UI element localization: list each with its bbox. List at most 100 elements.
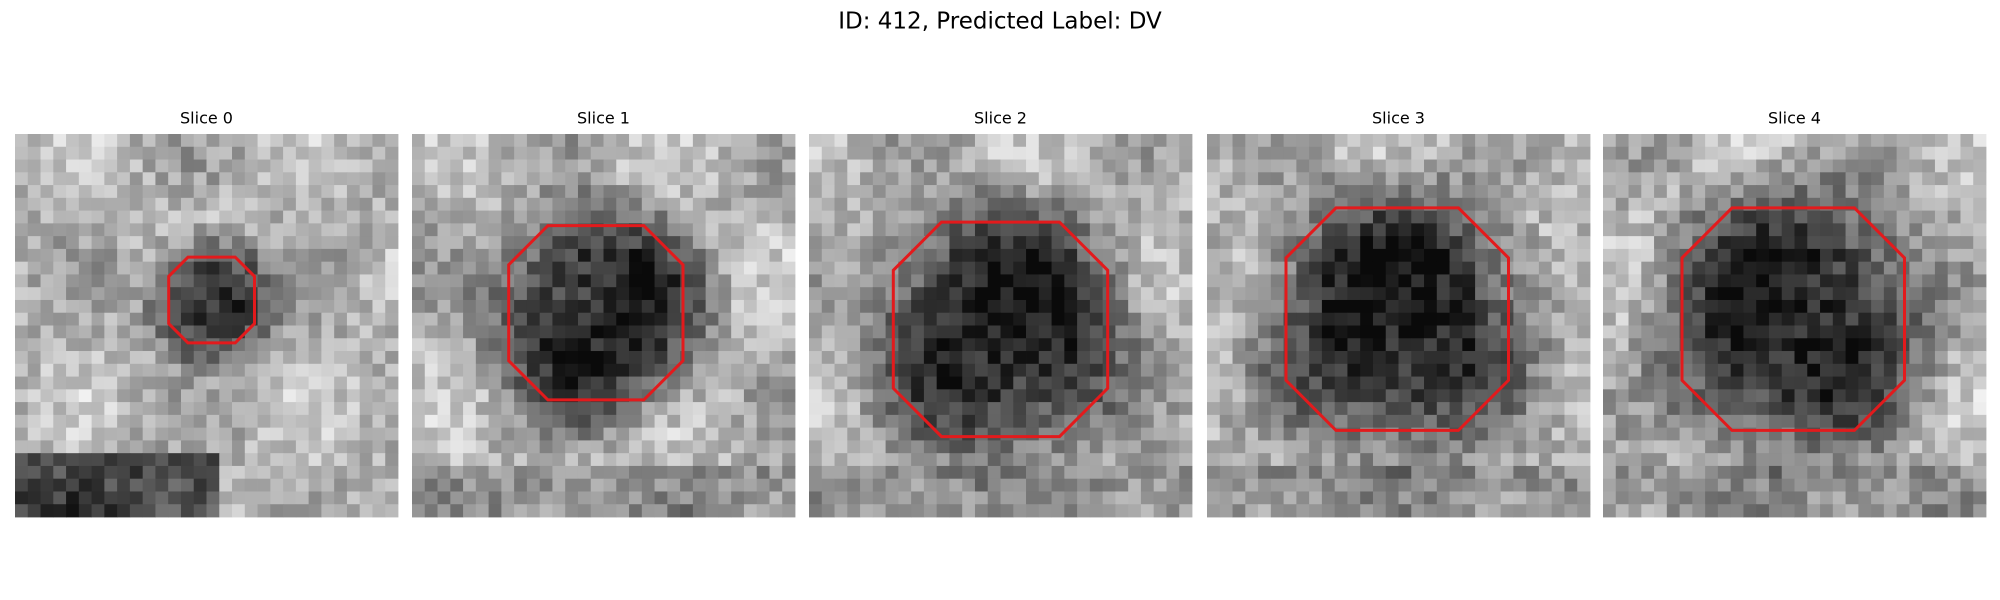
pixel — [898, 325, 912, 339]
pixel — [1871, 389, 1885, 403]
pixel — [987, 478, 1001, 492]
pixel — [1334, 402, 1348, 416]
pixel — [129, 363, 144, 377]
pixel — [244, 491, 258, 505]
pixel — [1360, 134, 1374, 148]
pixel — [1768, 453, 1783, 467]
pixel — [180, 210, 195, 224]
pixel — [1577, 146, 1591, 160]
pixel — [450, 338, 464, 352]
pixel — [1820, 376, 1834, 390]
pixel — [244, 504, 258, 518]
pixel — [911, 363, 925, 377]
pixel — [514, 197, 528, 211]
pixel — [117, 261, 131, 275]
pixel — [705, 172, 719, 186]
pixel — [705, 159, 719, 173]
pixel — [1934, 376, 1949, 390]
pixel — [1909, 440, 1923, 454]
pixel — [1934, 491, 1949, 505]
pixel — [821, 197, 835, 211]
pixel — [731, 248, 745, 263]
pixel — [667, 274, 681, 288]
pixel — [1641, 185, 1655, 199]
pixel — [1449, 210, 1463, 224]
pixel — [1347, 402, 1361, 416]
pixel — [667, 325, 681, 339]
pixel — [1309, 248, 1323, 263]
pixel — [1026, 389, 1040, 403]
pixel — [898, 427, 912, 441]
pixel — [743, 414, 758, 429]
pixel — [743, 453, 758, 467]
pixel — [295, 338, 310, 352]
pixel — [129, 236, 144, 250]
pixel — [232, 389, 246, 403]
pixel — [283, 210, 297, 224]
pixel — [1564, 223, 1578, 237]
pixel — [565, 210, 579, 224]
pixel — [78, 389, 92, 403]
pixel — [359, 299, 373, 314]
pixel — [1064, 312, 1078, 326]
pixel — [911, 402, 925, 416]
pixel — [1232, 210, 1246, 224]
pixel — [244, 376, 258, 390]
pixel — [1411, 465, 1425, 480]
pixel — [885, 185, 899, 199]
pixel — [1347, 478, 1361, 492]
pixel — [667, 427, 681, 441]
pixel — [40, 504, 54, 518]
pixel — [359, 414, 373, 429]
pixel — [346, 134, 361, 148]
pixel — [78, 146, 92, 160]
pixel — [821, 236, 835, 250]
pixel — [1270, 223, 1284, 237]
pixel — [359, 274, 373, 288]
pixel — [705, 287, 719, 301]
pixel — [232, 159, 246, 173]
pixel — [1102, 236, 1116, 250]
pixel — [359, 376, 373, 390]
pixel — [142, 236, 156, 250]
pixel — [936, 414, 950, 429]
pixel — [1538, 274, 1553, 288]
pixel — [1615, 440, 1629, 454]
pixel — [923, 338, 938, 352]
pixel — [923, 351, 938, 365]
pixel — [475, 325, 489, 339]
pixel — [1089, 325, 1104, 339]
pixel — [257, 248, 271, 263]
pixel — [847, 351, 861, 365]
pixel — [1296, 274, 1310, 288]
pixel — [616, 427, 630, 441]
pixel — [66, 197, 80, 211]
pixel — [117, 414, 131, 429]
pixel — [206, 491, 220, 505]
pixel — [1309, 185, 1323, 199]
pixel — [565, 440, 579, 454]
pixel — [1115, 223, 1129, 237]
pixel — [654, 504, 668, 518]
pixel — [834, 248, 848, 263]
pixel — [1730, 274, 1744, 288]
pixel — [334, 351, 348, 365]
pixel — [1858, 491, 1872, 505]
pixel — [1654, 363, 1668, 377]
pixel — [949, 236, 963, 250]
pixel — [283, 389, 297, 403]
pixel — [1258, 453, 1272, 467]
pixel — [692, 134, 707, 148]
pixel — [911, 325, 925, 339]
pixel — [1360, 146, 1374, 160]
pixel — [1500, 504, 1514, 518]
pixel — [1026, 312, 1040, 326]
pixel — [206, 478, 220, 492]
pixel — [1628, 504, 1642, 518]
pixel — [1807, 491, 1821, 505]
pixel — [1909, 491, 1923, 505]
pixel — [1334, 312, 1348, 326]
pixel — [155, 287, 169, 301]
pixel — [1858, 197, 1872, 211]
pixel — [667, 491, 681, 505]
